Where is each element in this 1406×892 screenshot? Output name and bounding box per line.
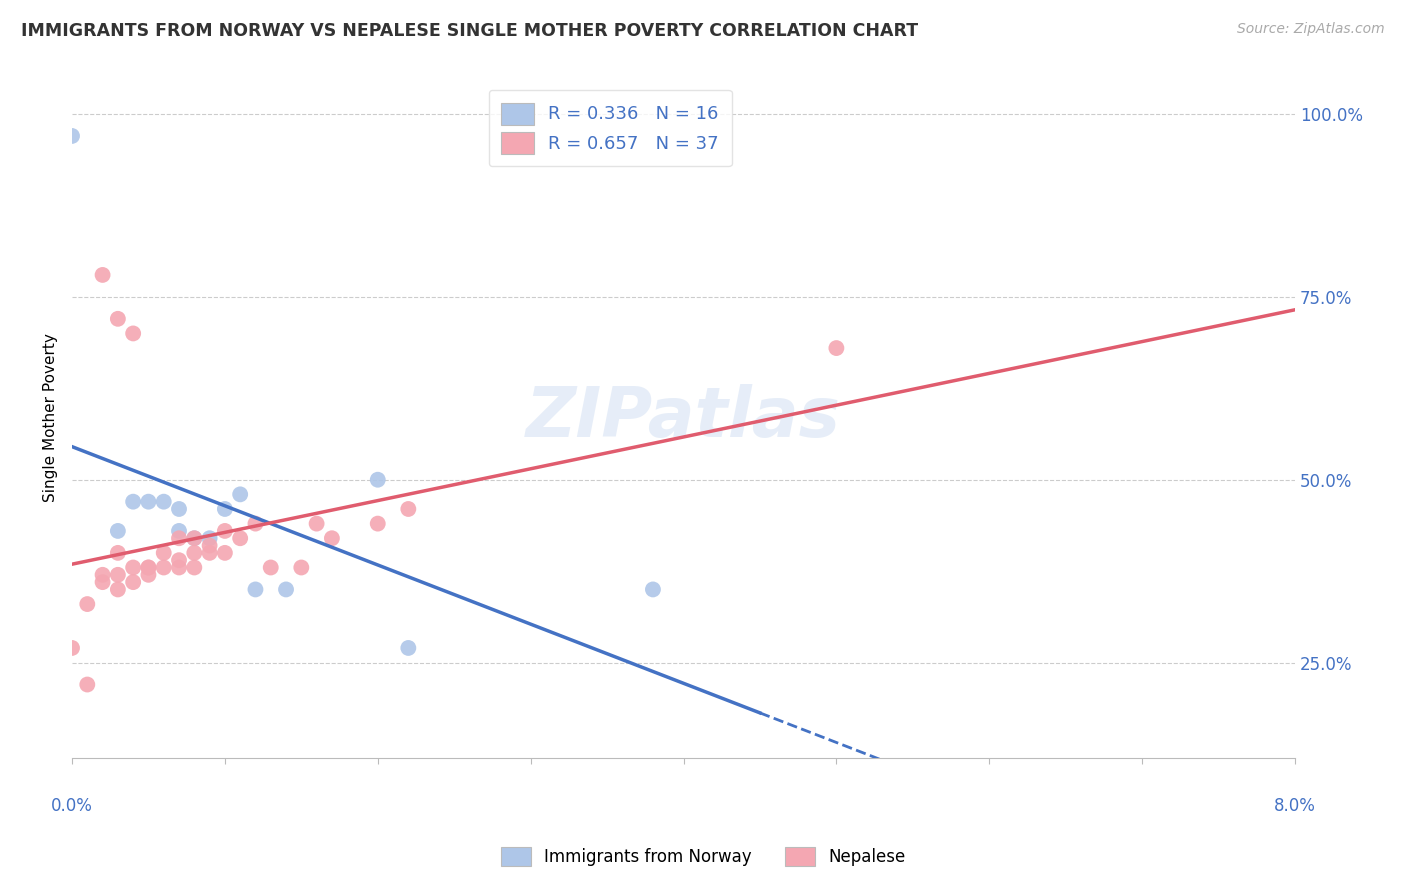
Point <box>91 567 114 582</box>
Point <box>167 531 190 545</box>
Point <box>152 560 174 574</box>
Text: IMMIGRANTS FROM NORWAY VS NEPALESE SINGLE MOTHER POVERTY CORRELATION CHART: IMMIGRANTS FROM NORWAY VS NEPALESE SINGL… <box>21 22 918 40</box>
Point <box>183 560 205 574</box>
Point <box>91 268 114 282</box>
Point <box>107 567 129 582</box>
Point <box>321 531 343 545</box>
Point <box>91 575 114 590</box>
Point <box>138 560 160 574</box>
Point <box>229 487 252 501</box>
Point <box>214 524 236 538</box>
Point <box>396 640 419 655</box>
Point <box>260 560 283 574</box>
Point <box>367 473 389 487</box>
Point <box>107 311 129 326</box>
Point <box>122 326 145 341</box>
Point <box>138 567 160 582</box>
Point <box>60 640 83 655</box>
Point <box>641 582 664 597</box>
Point <box>290 560 312 574</box>
Point <box>138 494 160 508</box>
Point <box>214 502 236 516</box>
Point <box>138 560 160 574</box>
Text: Source: ZipAtlas.com: Source: ZipAtlas.com <box>1237 22 1385 37</box>
Point <box>122 575 145 590</box>
Point <box>214 546 236 560</box>
Point <box>107 582 129 597</box>
Point <box>245 582 267 597</box>
Point <box>198 531 221 545</box>
Point <box>198 539 221 553</box>
Point <box>122 494 145 508</box>
Point <box>107 546 129 560</box>
Point <box>76 597 98 611</box>
Point <box>122 560 145 574</box>
Point <box>183 531 205 545</box>
Point <box>305 516 328 531</box>
Point <box>183 531 205 545</box>
Point <box>60 128 83 143</box>
Point <box>198 546 221 560</box>
Point <box>76 677 98 691</box>
Point <box>274 582 297 597</box>
Text: ZIPatlas: ZIPatlas <box>526 384 841 451</box>
Point <box>167 560 190 574</box>
Point <box>229 531 252 545</box>
Point <box>167 502 190 516</box>
Point <box>396 502 419 516</box>
Text: 8.0%: 8.0% <box>1274 797 1316 814</box>
Point <box>183 546 205 560</box>
Text: 0.0%: 0.0% <box>51 797 93 814</box>
Legend: Immigrants from Norway, Nepalese: Immigrants from Norway, Nepalese <box>488 833 918 880</box>
Point <box>367 516 389 531</box>
Point <box>152 494 174 508</box>
Point <box>245 516 267 531</box>
Point <box>152 546 174 560</box>
Point <box>167 553 190 567</box>
Point <box>167 524 190 538</box>
Y-axis label: Single Mother Poverty: Single Mother Poverty <box>44 333 58 502</box>
Point <box>825 341 848 355</box>
Legend: R = 0.336   N = 16, R = 0.657   N = 37: R = 0.336 N = 16, R = 0.657 N = 37 <box>489 90 731 167</box>
Point <box>107 524 129 538</box>
